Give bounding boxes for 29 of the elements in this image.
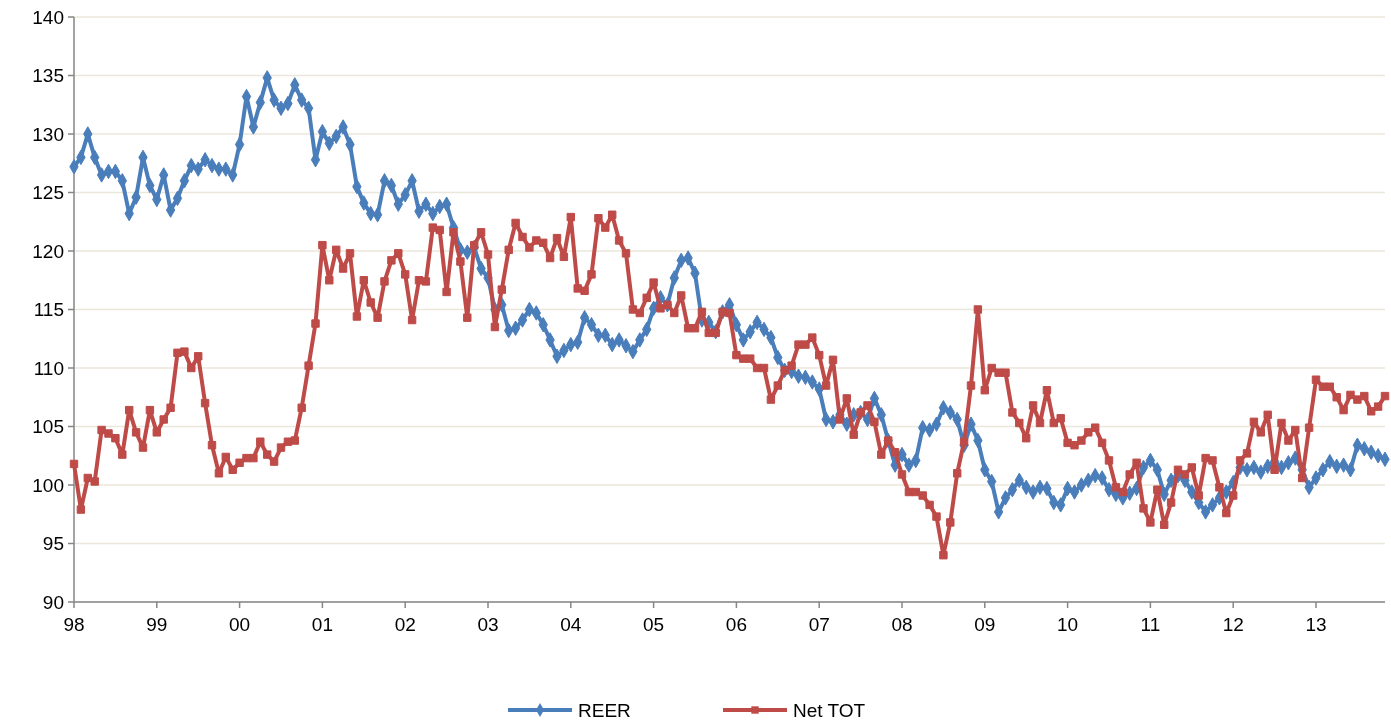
y-tick-label: 135 bbox=[32, 65, 64, 87]
x-tick-label: 12 bbox=[1222, 614, 1244, 635]
legend-label: REER bbox=[578, 699, 631, 721]
y-tick-label: 140 bbox=[32, 6, 64, 28]
x-tick-label: 09 bbox=[974, 614, 996, 635]
x-tick-label: 05 bbox=[643, 614, 665, 635]
x-tick-label: 98 bbox=[63, 614, 85, 635]
y-tick-label: 120 bbox=[32, 240, 64, 262]
x-tick-label: 99 bbox=[146, 614, 168, 635]
y-tick-label: 110 bbox=[33, 357, 64, 379]
legend-label: Net TOT bbox=[793, 699, 866, 721]
y-tick-label: 100 bbox=[32, 474, 64, 496]
y-tick-label: 115 bbox=[33, 299, 64, 321]
x-tick-label: 07 bbox=[808, 614, 830, 635]
y-tick-label: 125 bbox=[32, 182, 64, 204]
x-tick-label: 10 bbox=[1057, 614, 1079, 635]
y-tick-label: 90 bbox=[42, 591, 64, 613]
y-tick-label: 130 bbox=[32, 123, 64, 145]
x-tick-label: 08 bbox=[891, 614, 913, 635]
y-tick-label: 105 bbox=[32, 416, 64, 438]
x-tick-label: 11 bbox=[1140, 614, 1161, 635]
y-tick-label: 95 bbox=[42, 533, 64, 555]
x-tick-label: 02 bbox=[394, 614, 416, 635]
x-tick-label: 01 bbox=[311, 614, 333, 635]
x-tick-label: 03 bbox=[477, 614, 499, 635]
x-tick-label: 06 bbox=[725, 614, 747, 635]
x-tick-label: 00 bbox=[229, 614, 251, 635]
x-tick-label: 13 bbox=[1305, 614, 1327, 635]
x-tick-label: 04 bbox=[560, 614, 582, 635]
